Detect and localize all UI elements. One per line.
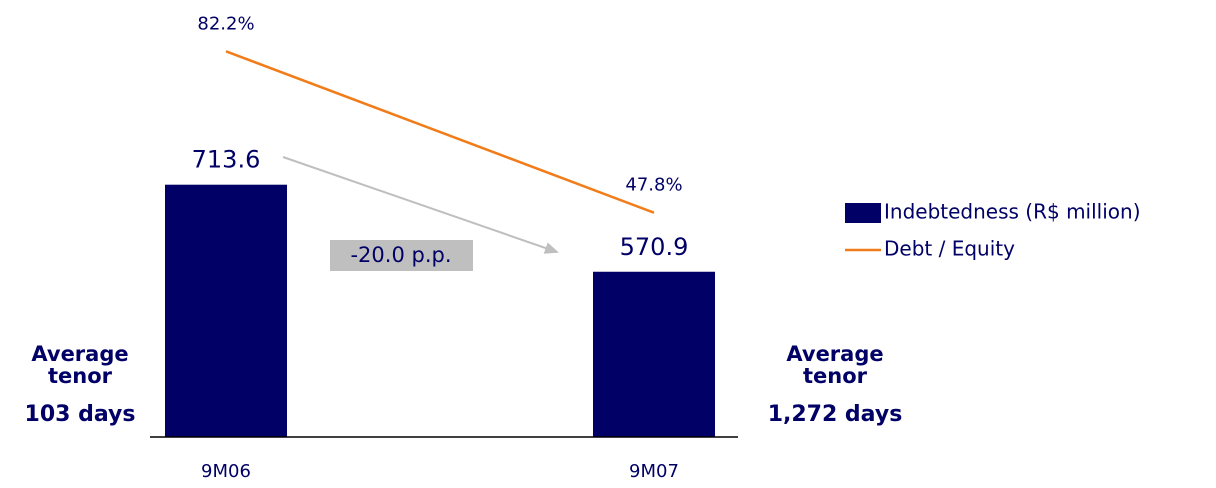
tenor-title: Average (31, 342, 128, 366)
annotation-box (330, 240, 473, 271)
tenor-value: 103 days (25, 402, 136, 427)
legend-label: Indebtedness (R$ million) (884, 200, 1141, 224)
tenor-title: tenor (48, 364, 113, 388)
tenor-title: tenor (803, 364, 868, 388)
tenor-title: Average (786, 342, 883, 366)
change-arrow (282, 156, 559, 254)
bar-value-label: 570.9 (620, 233, 689, 261)
legend-swatch (845, 203, 881, 223)
legend-label: Debt / Equity (884, 237, 1015, 261)
bar-value-label: 713.6 (192, 146, 261, 174)
bar (593, 271, 715, 437)
line-value-label: 82.2% (197, 13, 254, 34)
line-series (225, 50, 655, 214)
bar (165, 184, 287, 437)
tenor-value: 1,272 days (768, 402, 903, 427)
x-tick-label: 9M07 (629, 461, 679, 482)
annotation: -20.0 p.p. (350, 243, 451, 267)
line-value-label: 47.8% (625, 175, 682, 196)
x-tick-label: 9M06 (201, 461, 251, 482)
